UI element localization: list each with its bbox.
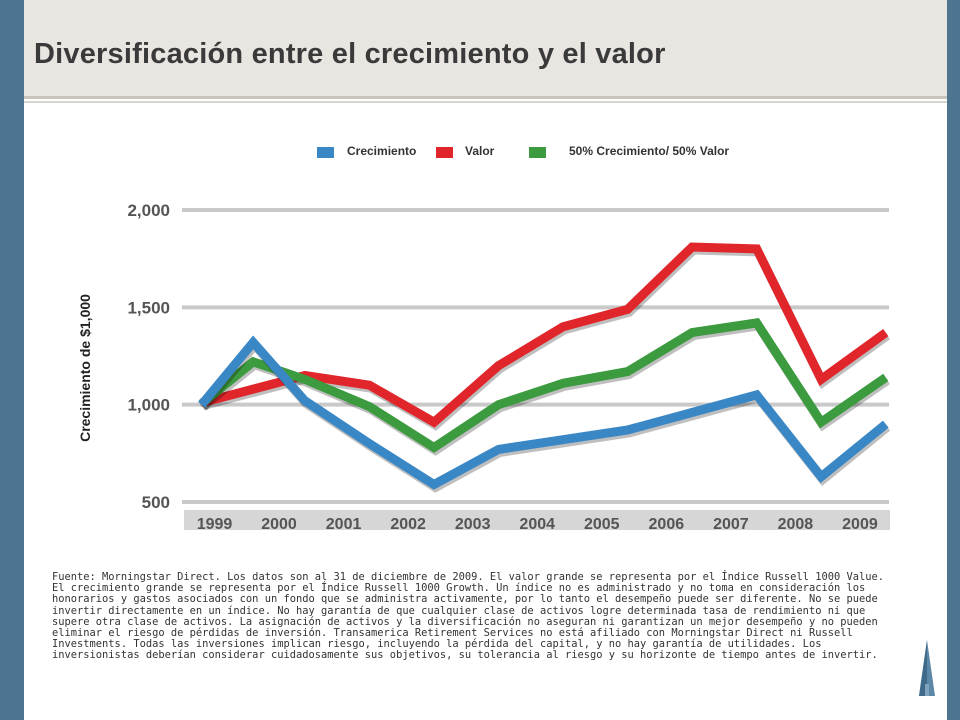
x-axis-band <box>184 510 890 530</box>
legend-label: Crecimiento <box>347 144 416 158</box>
series-line <box>198 335 889 490</box>
x-tick-label: 2006 <box>649 516 685 530</box>
title-separator <box>24 101 947 103</box>
x-tick-label: 2003 <box>455 516 491 530</box>
legend-swatch <box>529 147 546 158</box>
y-tick-label: 1,500 <box>127 298 170 317</box>
legend-item: Valor <box>436 144 495 158</box>
x-tick-label: 2001 <box>326 516 362 530</box>
pyramid-logo-icon <box>919 640 935 696</box>
legend-label: Valor <box>465 144 495 158</box>
x-tick-label: 2008 <box>778 516 814 530</box>
legend-label: 50% Crecimiento/ 50% Valor <box>569 144 729 158</box>
slide: Diversificación entre el crecimiento y e… <box>24 0 947 720</box>
x-tick-label: 1999 <box>197 516 233 530</box>
title-band: Diversificación entre el crecimiento y e… <box>24 0 947 99</box>
y-tick-label: 1,000 <box>127 396 170 415</box>
slide-title: Diversificación entre el crecimiento y e… <box>34 38 666 70</box>
x-tick-label: 2000 <box>261 516 297 530</box>
legend-swatch <box>436 147 453 158</box>
y-axis-label: Crecimiento de $1,000 <box>77 294 93 442</box>
x-tick-label: 2007 <box>713 516 749 530</box>
legend-swatch <box>317 147 334 158</box>
series-line <box>198 318 889 453</box>
y-tick-label: 2,000 <box>127 201 170 220</box>
x-tick-label: 2005 <box>584 516 620 530</box>
plot-background <box>26 120 936 520</box>
line-chart: 500 1,000 1,500 2,000 1999 2000 2001 2002 2003 20… <box>26 120 936 530</box>
legend-item: 50% Crecimiento/ 50% Valor <box>529 144 729 158</box>
legend-item: Crecimiento <box>317 144 416 158</box>
x-tick-label: 2004 <box>519 516 555 530</box>
x-tick-label: 2002 <box>390 516 426 530</box>
source-footnote: Fuente: Morningstar Direct. Los datos so… <box>52 571 885 662</box>
y-tick-label: 500 <box>142 493 170 512</box>
x-tick-label: 2009 <box>842 516 878 530</box>
